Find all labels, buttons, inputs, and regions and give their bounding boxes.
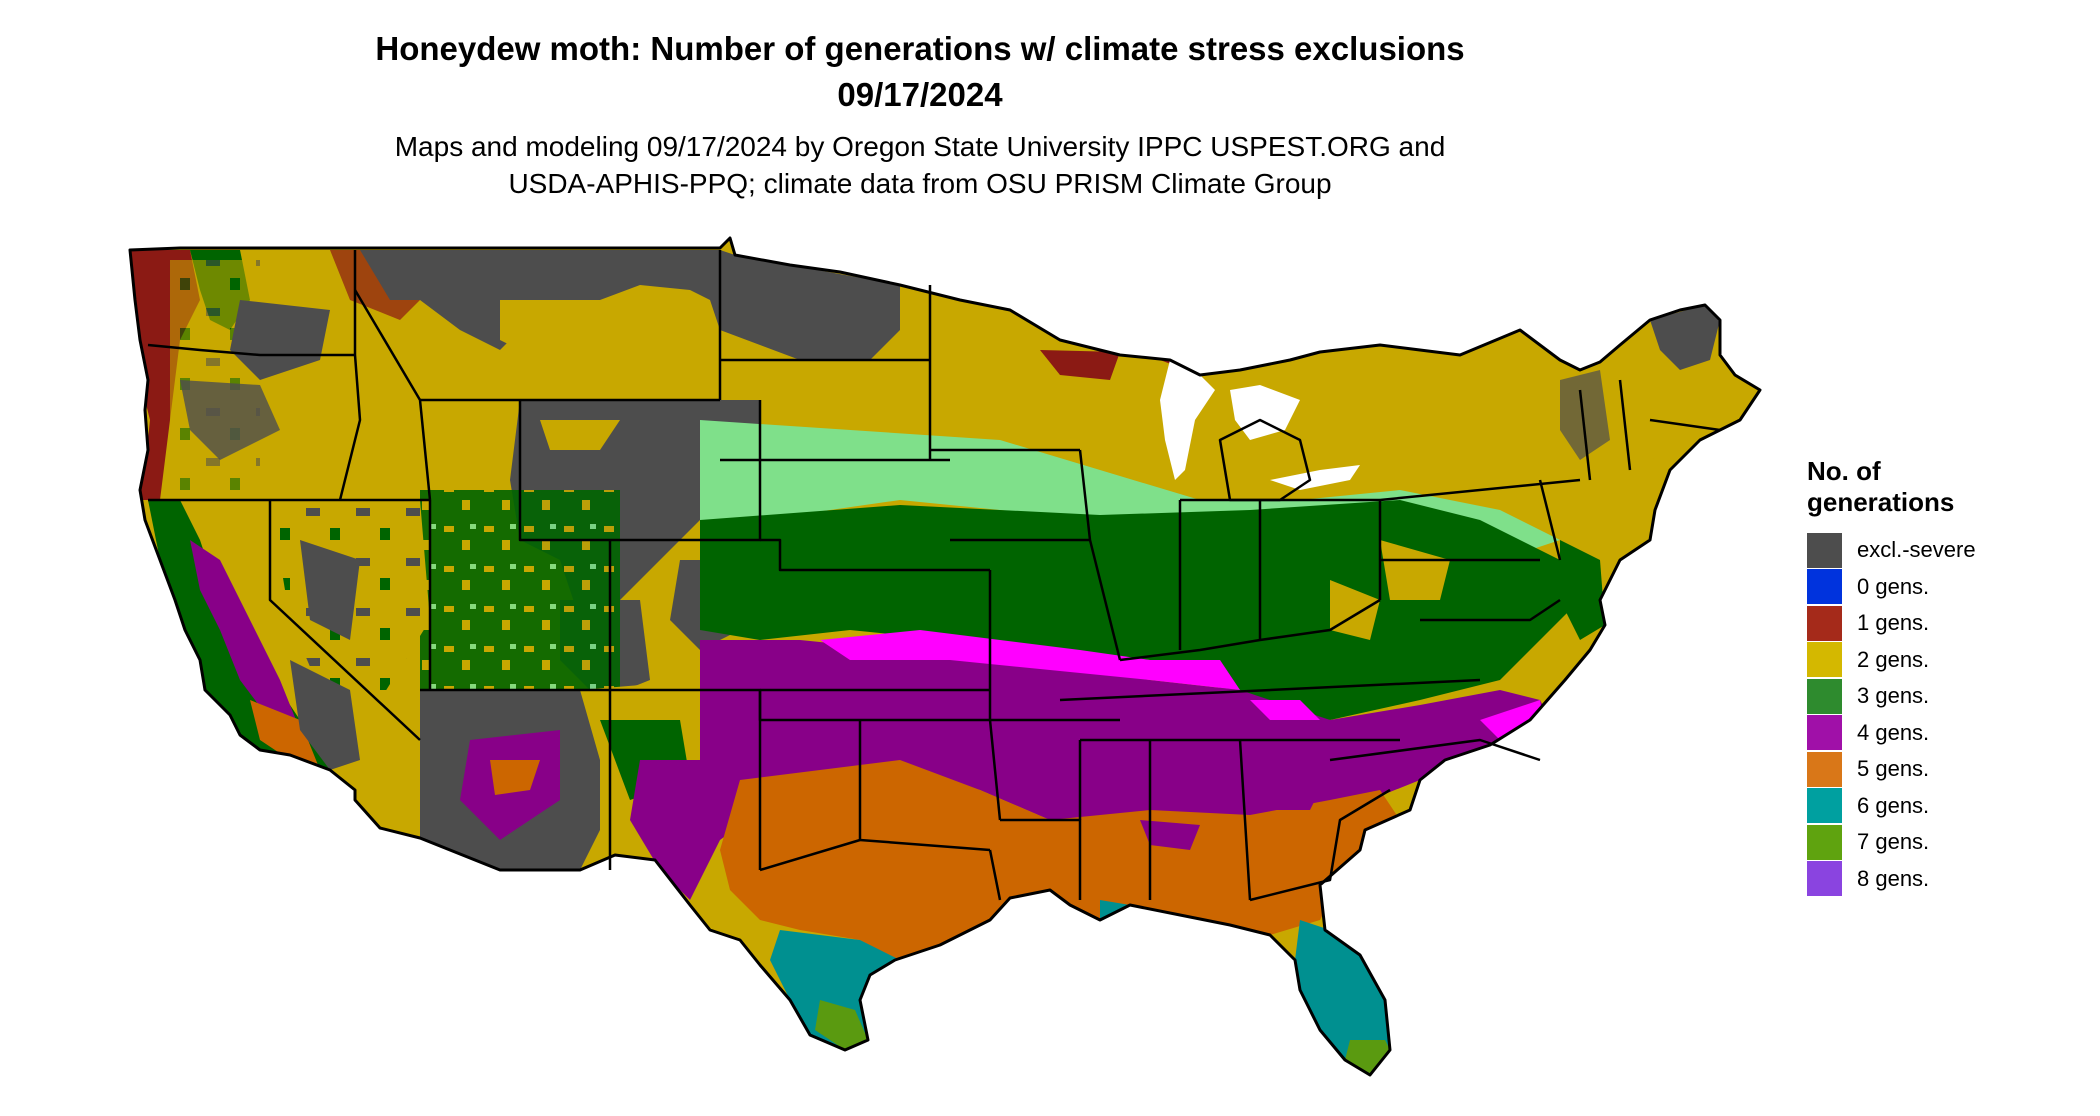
us-generations-map <box>128 236 1762 1077</box>
legend-item-2-gens: 2 gens. <box>1807 642 1976 679</box>
legend-item-1-gens: 1 gens. <box>1807 605 1976 642</box>
legend-label: 2 gens. <box>1857 646 1930 672</box>
legend-label: 6 gens. <box>1857 792 1930 818</box>
legend-item-excl-severe: excl.-severe <box>1807 532 1976 569</box>
legend-label: 8 gens. <box>1857 865 1930 891</box>
legend-title-line-2: generations <box>1807 487 1955 517</box>
legend-swatch <box>1807 751 1842 787</box>
legend-swatch <box>1807 678 1842 714</box>
legend-label: 4 gens. <box>1857 719 1930 745</box>
legend-item-8-gens: 8 gens. <box>1807 861 1976 898</box>
legend-swatch <box>1807 569 1842 605</box>
legend-item-3-gens: 3 gens. <box>1807 678 1976 715</box>
legend-title: No. of generations <box>1807 456 1976 518</box>
map-subtitle: Maps and modeling 09/17/2024 by Oregon S… <box>0 128 2100 202</box>
title-line-1: Honeydew moth: Number of generations w/ … <box>375 30 1465 67</box>
legend-swatch <box>1807 861 1842 897</box>
subtitle-line-1: Maps and modeling 09/17/2024 by Oregon S… <box>394 131 1446 162</box>
legend-item-6-gens: 6 gens. <box>1807 788 1976 825</box>
map-title: Honeydew moth: Number of generations w/ … <box>0 26 2100 118</box>
subtitle-line-2: USDA-APHIS-PPQ; climate data from OSU PR… <box>508 168 1332 199</box>
legend: No. of generations excl.-severe 0 gens. … <box>1807 456 1976 897</box>
legend-title-line-1: No. of <box>1807 456 1881 486</box>
legend-label: excl.-severe <box>1857 537 1976 563</box>
legend-swatch <box>1807 532 1842 568</box>
legend-label: 7 gens. <box>1857 829 1930 855</box>
legend-label: 5 gens. <box>1857 756 1930 782</box>
legend-label: 1 gens. <box>1857 610 1930 636</box>
legend-label: 0 gens. <box>1857 573 1930 599</box>
legend-swatch <box>1807 788 1842 824</box>
legend-swatch <box>1807 715 1842 751</box>
legend-label: 3 gens. <box>1857 683 1930 709</box>
legend-item-4-gens: 4 gens. <box>1807 715 1976 752</box>
legend-swatch <box>1807 605 1842 641</box>
legend-swatch <box>1807 824 1842 860</box>
title-line-2: 09/17/2024 <box>837 76 1003 113</box>
legend-item-7-gens: 7 gens. <box>1807 824 1976 861</box>
legend-items: excl.-severe 0 gens. 1 gens. 2 gens. 3 g… <box>1807 532 1976 897</box>
legend-item-5-gens: 5 gens. <box>1807 751 1976 788</box>
legend-item-0-gens: 0 gens. <box>1807 569 1976 606</box>
legend-swatch <box>1807 642 1842 678</box>
